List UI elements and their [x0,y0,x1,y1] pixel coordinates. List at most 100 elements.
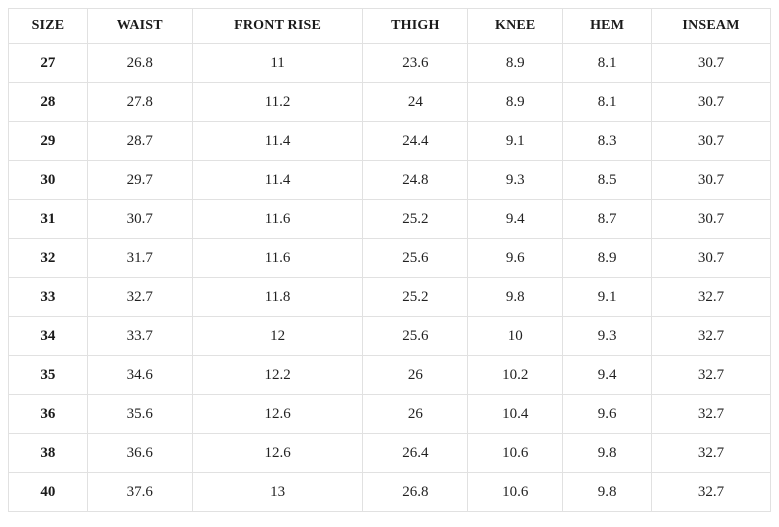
measurement-cell: 26 [362,355,469,395]
measurement-cell: 25.6 [362,316,469,356]
measurement-cell: 9.6 [467,238,564,278]
column-header-waist: WAIST [86,8,193,44]
measurement-cell: 32.7 [86,277,193,317]
measurement-cell: 26.8 [86,43,193,83]
measurement-cell: 8.9 [467,43,564,83]
measurement-cell: 9.6 [562,394,653,434]
measurement-cell: 34.6 [86,355,193,395]
measurement-cell: 32.7 [651,394,771,434]
size-cell: 31 [8,199,88,239]
measurement-cell: 30.7 [86,199,193,239]
measurement-cell: 37.6 [86,472,193,512]
column-header-front-rise: FRONT RISE [191,8,364,44]
size-cell: 34 [8,316,88,356]
table-row: 31 30.7 11.6 25.2 9.4 8.7 30.7 [8,199,771,239]
measurement-cell: 32.7 [651,316,771,356]
table-row: 30 29.7 11.4 24.8 9.3 8.5 30.7 [8,160,771,200]
measurement-cell: 25.2 [362,277,469,317]
table-row: 34 33.7 12 25.6 10 9.3 32.7 [8,316,771,356]
measurement-cell: 30.7 [651,82,771,122]
table-body: 27 26.8 11 23.6 8.9 8.1 30.7 28 27.8 11.2 24 8.9 8.1… [8,43,771,512]
table-row: 40 37.6 13 26.8 10.6 9.8 32.7 [8,472,771,512]
measurement-cell: 32.7 [651,472,771,512]
measurement-cell: 25.2 [362,199,469,239]
measurement-cell: 11.8 [191,277,364,317]
measurement-cell: 26.4 [362,433,469,473]
measurement-cell: 36.6 [86,433,193,473]
measurement-cell: 9.1 [562,277,653,317]
measurement-cell: 32.7 [651,355,771,395]
size-cell: 32 [8,238,88,278]
measurement-cell: 29.7 [86,160,193,200]
measurement-cell: 10.4 [467,394,564,434]
column-header-thigh: THIGH [362,8,469,44]
measurement-cell: 26.8 [362,472,469,512]
table-row: 35 34.6 12.2 26 10.2 9.4 32.7 [8,355,771,395]
measurement-cell: 8.1 [562,82,653,122]
measurement-cell: 8.5 [562,160,653,200]
table-row: 32 31.7 11.6 25.6 9.6 8.9 30.7 [8,238,771,278]
measurement-cell: 11.2 [191,82,364,122]
measurement-cell: 32.7 [651,277,771,317]
size-cell: 28 [8,82,88,122]
measurement-cell: 35.6 [86,394,193,434]
measurement-cell: 12.6 [191,433,364,473]
size-cell: 35 [8,355,88,395]
measurement-cell: 9.3 [562,316,653,356]
measurement-cell: 30.7 [651,121,771,161]
table-row: 29 28.7 11.4 24.4 9.1 8.3 30.7 [8,121,771,161]
table-row: 28 27.8 11.2 24 8.9 8.1 30.7 [8,82,771,122]
size-cell: 40 [8,472,88,512]
measurement-cell: 9.1 [467,121,564,161]
table-row: 27 26.8 11 23.6 8.9 8.1 30.7 [8,43,771,83]
header-row: SIZE WAIST FRONT RISE THIGH KNEE HEM INSEAM [8,8,771,44]
measurement-cell: 33.7 [86,316,193,356]
column-header-size: SIZE [8,8,88,44]
measurement-cell: 10.2 [467,355,564,395]
measurement-cell: 10.6 [467,472,564,512]
measurement-cell: 30.7 [651,199,771,239]
measurement-cell: 9.4 [562,355,653,395]
measurement-cell: 13 [191,472,364,512]
size-measurement-chart: SIZE WAIST FRONT RISE THIGH KNEE HEM INSEAM 27… [8,8,771,512]
table-row: 33 32.7 11.8 25.2 9.8 9.1 32.7 [8,277,771,317]
measurement-cell: 30.7 [651,43,771,83]
table-row: 36 35.6 12.6 26 10.4 9.6 32.7 [8,394,771,434]
measurement-cell: 9.8 [467,277,564,317]
column-header-knee: KNEE [467,8,564,44]
measurement-cell: 12 [191,316,364,356]
measurement-cell: 8.1 [562,43,653,83]
measurement-cell: 9.3 [467,160,564,200]
table-header: SIZE WAIST FRONT RISE THIGH KNEE HEM INSEAM [8,8,771,44]
measurement-cell: 11.6 [191,199,364,239]
measurement-cell: 8.9 [467,82,564,122]
size-cell: 38 [8,433,88,473]
measurement-cell: 12.2 [191,355,364,395]
measurement-cell: 10 [467,316,564,356]
table-row: 38 36.6 12.6 26.4 10.6 9.8 32.7 [8,433,771,473]
measurement-cell: 31.7 [86,238,193,278]
measurement-cell: 30.7 [651,160,771,200]
measurement-cell: 11 [191,43,364,83]
measurement-cell: 24 [362,82,469,122]
size-cell: 36 [8,394,88,434]
measurement-cell: 25.6 [362,238,469,278]
column-header-hem: HEM [562,8,653,44]
measurement-cell: 8.7 [562,199,653,239]
size-cell: 33 [8,277,88,317]
measurement-cell: 8.9 [562,238,653,278]
measurement-cell: 30.7 [651,238,771,278]
measurement-cell: 24.4 [362,121,469,161]
measurement-cell: 11.4 [191,121,364,161]
measurement-cell: 12.6 [191,394,364,434]
measurement-cell: 10.6 [467,433,564,473]
measurement-cell: 24.8 [362,160,469,200]
measurement-cell: 11.6 [191,238,364,278]
size-cell: 30 [8,160,88,200]
measurement-cell: 8.3 [562,121,653,161]
measurement-cell: 9.4 [467,199,564,239]
measurement-cell: 23.6 [362,43,469,83]
measurement-cell: 9.8 [562,472,653,512]
measurement-cell: 28.7 [86,121,193,161]
measurement-cell: 27.8 [86,82,193,122]
